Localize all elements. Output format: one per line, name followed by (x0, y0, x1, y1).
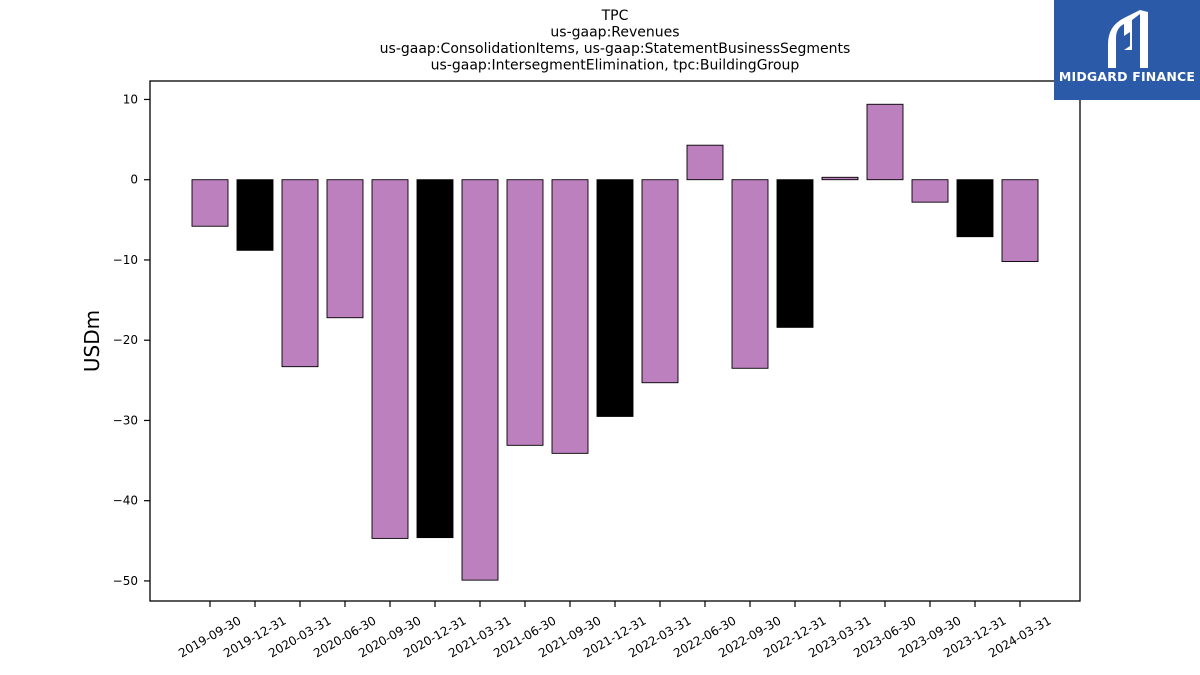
bar-2021-12-31 (596, 179, 634, 417)
y-axis: 10 0 −10 −20 −30 −40 −50 (113, 92, 150, 588)
bar-2019-09-30 (191, 179, 229, 227)
title-line: us-gaap:IntersegmentElimination, tpc:Bui… (431, 58, 800, 74)
bar-2022-03-31 (641, 179, 679, 384)
title-line: us-gaap:Revenues (550, 25, 679, 41)
y-tick-label: 10 (123, 92, 138, 106)
bar-2020-12-31 (416, 179, 454, 539)
x-axis: 2019-09-302019-12-312020-03-312020-06-30… (176, 601, 1054, 660)
bar-2020-03-31 (281, 179, 319, 368)
y-axis-label: USDm (80, 310, 104, 372)
title-line: TPC (601, 8, 629, 24)
y-tick-label: −50 (113, 574, 138, 588)
y-tick-label: −40 (113, 494, 138, 508)
bar-2022-12-31 (776, 179, 814, 328)
y-tick-label: 0 (130, 173, 138, 187)
title-line: us-gaap:ConsolidationItems, us-gaap:Stat… (380, 41, 851, 57)
bar-2022-09-30 (731, 179, 769, 369)
bar-2019-12-31 (236, 179, 274, 251)
bars (191, 103, 1039, 581)
bar-2023-03-31 (821, 176, 859, 181)
bar-2020-06-30 (326, 179, 364, 319)
bar-2022-06-30 (686, 144, 724, 181)
brand-name: MIDGARD FINANCE (1058, 69, 1196, 84)
bar-2021-09-30 (551, 179, 589, 454)
brand-logo: MIDGARD FINANCE (1054, 0, 1200, 100)
midgard-logo-mark-icon (1108, 10, 1148, 68)
bar-2021-03-31 (461, 179, 499, 581)
y-tick-label: −20 (113, 333, 138, 347)
chart-title: TPCus-gaap:Revenuesus-gaap:Consolidation… (380, 8, 851, 74)
bar-2021-06-30 (506, 179, 544, 446)
y-tick-label: −10 (113, 253, 138, 267)
bar-2023-12-31 (956, 179, 994, 238)
bar-2023-09-30 (911, 179, 949, 203)
bar-2023-06-30 (866, 103, 904, 181)
bar-2020-09-30 (371, 179, 409, 539)
bar-2024-03-31 (1001, 179, 1039, 263)
y-tick-label: −30 (113, 413, 138, 427)
